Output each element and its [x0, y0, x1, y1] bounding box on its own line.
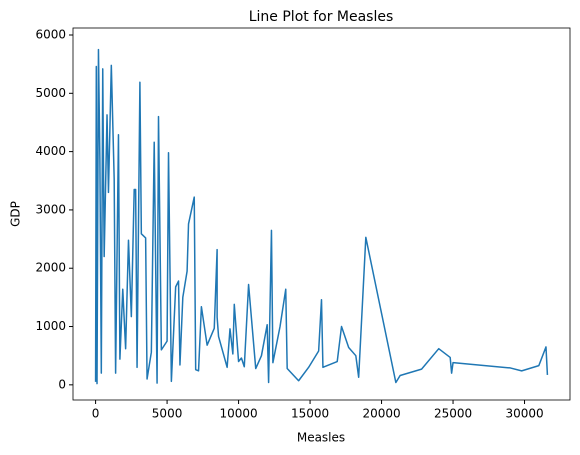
x-tick-label: 25000	[434, 407, 472, 421]
y-tick-label: 2000	[35, 261, 66, 275]
y-tick-label: 1000	[35, 319, 66, 333]
y-tick-label: 6000	[35, 27, 66, 41]
y-tick-label: 5000	[35, 86, 66, 100]
x-tick-label: 30000	[505, 407, 543, 421]
x-tick-label: 15000	[291, 407, 329, 421]
plot-frame	[72, 27, 571, 401]
x-tick-label: 5000	[152, 407, 183, 421]
y-axis-label: GDP	[9, 201, 23, 227]
y-tick-label: 4000	[35, 144, 66, 158]
x-tick-label: 10000	[219, 407, 257, 421]
y-tick-label: 3000	[35, 202, 66, 216]
x-tick-label: 0	[92, 407, 100, 421]
x-tick-label: 20000	[362, 407, 400, 421]
y-tick-label: 0	[58, 377, 66, 391]
data-line	[94, 48, 549, 385]
chart-title: Line Plot for Measles	[249, 9, 394, 25]
x-axis-label: Measles	[297, 431, 345, 445]
